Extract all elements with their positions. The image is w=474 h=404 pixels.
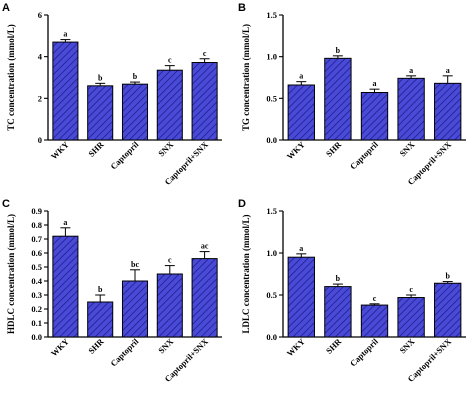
y-tick-label: 1.5	[266, 10, 277, 20]
bar-snx	[397, 297, 425, 338]
y-tick-label: 1.5	[266, 206, 277, 216]
panel-letter: A	[2, 2, 10, 14]
significance-label: a	[409, 66, 413, 75]
x-tick-label: SNX	[156, 139, 176, 159]
y-tick-label: 0.0	[266, 135, 277, 145]
x-tick-label: WKY	[49, 139, 71, 161]
bar-captopril	[360, 92, 389, 141]
panel-letter: D	[238, 198, 246, 210]
significance-label: bc	[131, 260, 139, 269]
x-tick-label: SNX	[397, 139, 417, 159]
y-tick-label: 0.1	[31, 318, 42, 328]
bar-shr	[87, 301, 114, 338]
significance-label: b	[336, 274, 341, 283]
x-tick-label: Captopril	[108, 336, 141, 369]
x-tick-label: WKY	[285, 336, 307, 358]
y-axis-label: HDLC concentration (mmol/L)	[6, 214, 16, 334]
chart-panel-d: D LDLC concentration (mmol/L) 0.0 0.5 1.0 1.5…	[238, 198, 466, 384]
chart-panel-b: B TG concentration (mmol/L) 0.0 0.5 1.0 1.5 a W…	[238, 2, 466, 187]
bar-wky	[52, 41, 79, 141]
bar-captopril	[121, 83, 149, 141]
y-tick-label: 0.5	[31, 262, 42, 272]
significance-label: a	[299, 72, 303, 81]
significance-label: b	[336, 46, 341, 55]
y-axis-label: TG concentration (mmol/L)	[241, 24, 251, 131]
significance-label: b	[98, 285, 103, 294]
significance-label: b	[445, 272, 450, 281]
x-tick-label: Captopril	[108, 139, 141, 172]
x-tick-label: SNX	[397, 336, 417, 356]
bar-captopril-snx	[434, 282, 462, 338]
bar-wky	[287, 256, 315, 338]
y-tick-label: 1.0	[266, 52, 277, 62]
significance-label: c	[168, 256, 172, 265]
y-tick-label: 0.8	[31, 220, 42, 230]
significance-label: a	[299, 244, 303, 253]
bar-snx	[397, 77, 425, 141]
bar-snx	[156, 273, 183, 338]
x-tick-label: SHR	[86, 139, 106, 159]
significance-label: b	[133, 72, 138, 81]
y-tick-label: 0.3	[31, 290, 42, 300]
bar-captopril	[360, 304, 389, 338]
significance-label: c	[409, 285, 413, 294]
bar-shr	[87, 85, 114, 141]
significance-label: a	[373, 79, 377, 88]
y-tick-label: 0.0	[31, 332, 42, 342]
x-tick-label: Captopril	[348, 336, 381, 369]
y-tick-label: 4	[38, 52, 43, 62]
significance-label: a	[446, 66, 450, 75]
chart-panel-a: A TC concentration (mmol/L) 0 2 4 6 a WKY b SHR b C…	[2, 2, 222, 187]
y-tick-label: 0.2	[31, 304, 42, 314]
y-tick-label: 0.4	[31, 276, 42, 286]
x-tick-label: SHR	[324, 336, 344, 356]
x-tick-label: SNX	[156, 336, 176, 356]
bar-shr	[324, 57, 352, 141]
significance-label: c	[168, 56, 172, 65]
x-tick-label: SHR	[324, 139, 344, 159]
significance-label: b	[98, 73, 103, 82]
significance-label: ac	[201, 242, 209, 251]
chart-panel-c: C HDLC concentration (mmol/L) 0.0 0.1 0.2 0.3…	[2, 198, 222, 384]
y-tick-label: 0	[38, 135, 42, 145]
bar-captopril-snx	[191, 258, 218, 338]
y-axis-label: LDLC concentration (mmol/L)	[241, 215, 251, 334]
significance-label: a	[63, 30, 67, 39]
y-tick-label: 0.0	[266, 332, 277, 342]
y-tick-label: 2	[38, 93, 42, 103]
y-tick-label: 0.9	[31, 206, 42, 216]
panel-letter: B	[238, 2, 246, 14]
y-tick-label: 0.5	[266, 290, 277, 300]
y-tick-label: 0.7	[31, 234, 42, 244]
bar-snx	[156, 69, 183, 141]
y-tick-label: 0.6	[31, 248, 42, 258]
x-tick-label: WKY	[49, 336, 71, 358]
x-tick-label: WKY	[285, 139, 307, 161]
bar-shr	[324, 286, 352, 338]
x-tick-label: Captopril	[348, 139, 381, 172]
y-axis-label: TC concentration (mmol/L)	[6, 24, 16, 130]
bar-captopril	[121, 280, 149, 338]
y-tick-label: 1.0	[266, 248, 277, 258]
x-tick-label: SHR	[86, 336, 106, 356]
bar-wky	[287, 84, 315, 141]
significance-label: a	[63, 218, 67, 227]
panel-letter: C	[2, 198, 10, 210]
bar-captopril-snx	[434, 82, 462, 141]
bar-wky	[52, 235, 79, 338]
significance-label: c	[373, 294, 377, 303]
y-tick-label: 0.5	[266, 93, 277, 103]
y-tick-label: 6	[38, 10, 42, 20]
significance-label: c	[203, 49, 207, 58]
bar-captopril-snx	[191, 62, 218, 141]
